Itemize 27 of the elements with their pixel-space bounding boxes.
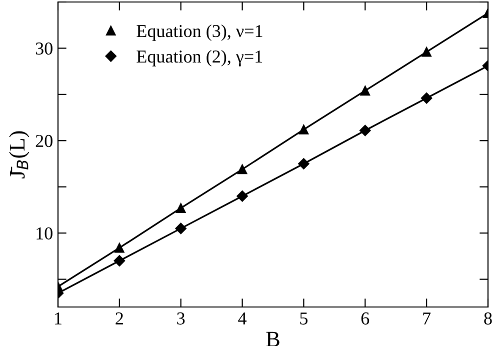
x-tick-label: 5	[300, 312, 308, 325]
point	[237, 164, 248, 174]
point	[176, 203, 186, 213]
point	[114, 242, 124, 253]
point	[298, 124, 309, 134]
x-tick-label: 6	[361, 312, 370, 325]
point	[360, 86, 370, 96]
point	[236, 190, 248, 202]
point	[420, 92, 432, 104]
point	[298, 158, 310, 170]
legend-label: Equation (3), ν=1	[136, 24, 262, 41]
y-tick-label: 30	[36, 42, 52, 55]
y-tick-label: 10	[36, 227, 52, 240]
point	[360, 124, 371, 136]
x-axis-title: B	[266, 332, 280, 346]
point	[422, 47, 432, 57]
y-axis-title: J̄$_{B}$(L)	[9, 131, 30, 178]
x-tick-label: 3	[177, 312, 185, 325]
point	[114, 255, 126, 266]
y-tick-label: 20	[36, 134, 52, 148]
x-tick-label: 4	[238, 312, 247, 324]
x-tick-label: 1	[55, 312, 62, 324]
legend-label: Equation (2), γ=1	[136, 50, 262, 66]
x-tick-label: 7	[423, 312, 431, 324]
x-tick-label: 8	[484, 312, 492, 325]
point	[175, 222, 186, 234]
x-tick-label: 2	[116, 312, 123, 324]
